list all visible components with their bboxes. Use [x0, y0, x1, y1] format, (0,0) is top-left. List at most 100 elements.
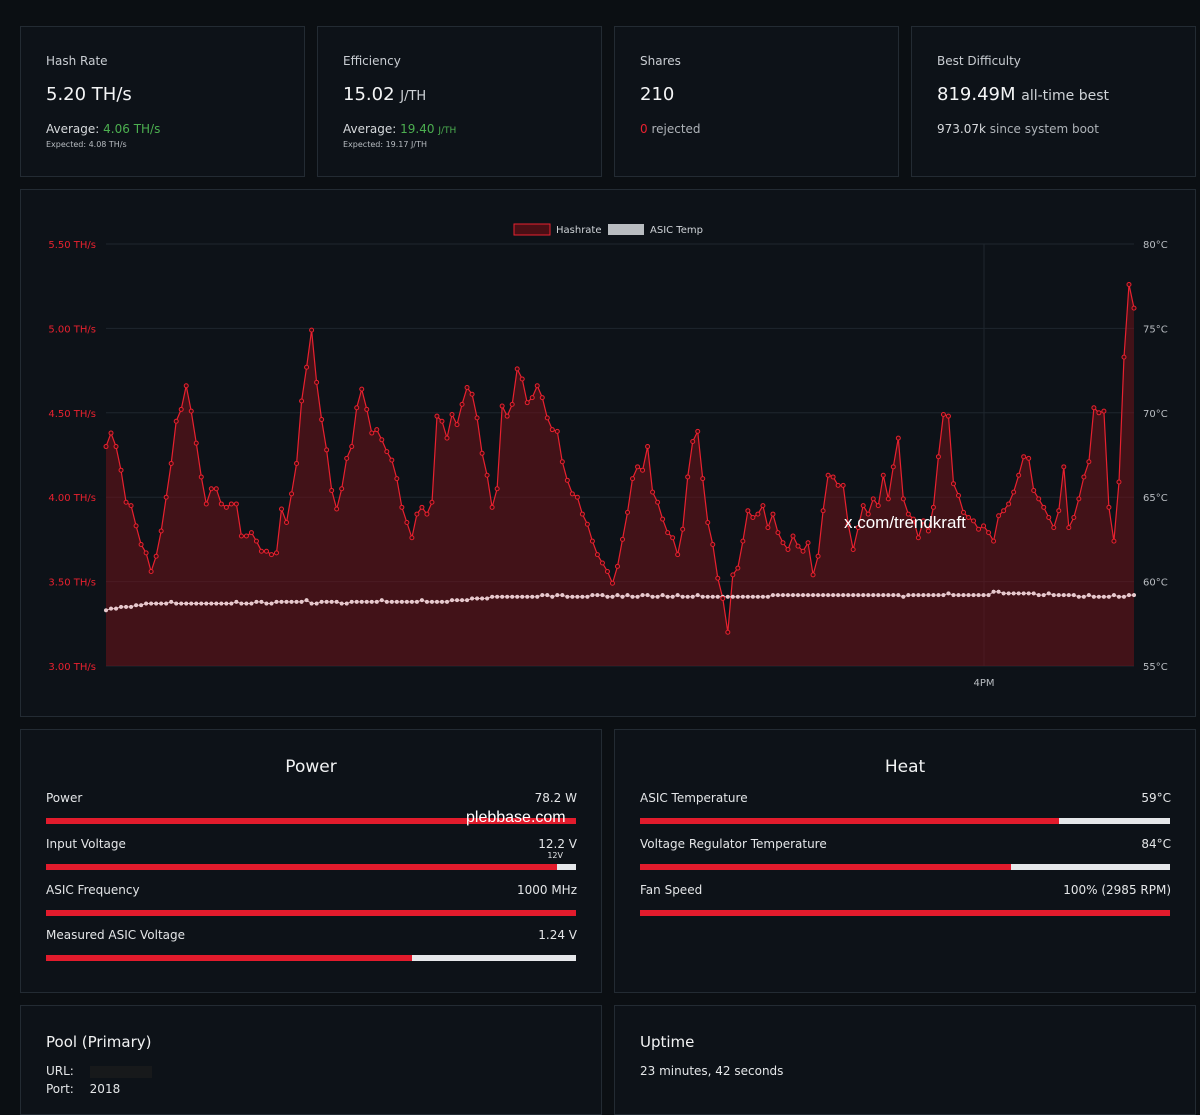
temp-point — [309, 601, 314, 606]
temp-point — [1031, 591, 1036, 596]
temp-point — [841, 593, 846, 598]
temp-point — [926, 593, 931, 598]
temp-point — [108, 606, 114, 611]
temp-point — [750, 594, 755, 599]
hashrate-point — [935, 454, 941, 460]
temp-point — [605, 594, 610, 599]
hashrate-point — [645, 444, 651, 450]
power-row-value: 78.2 W — [534, 791, 577, 805]
hashrate-point — [971, 518, 977, 524]
input-voltage-marker — [554, 864, 557, 870]
hashrate-point — [499, 403, 505, 409]
asic-voltage-bar — [46, 955, 576, 961]
hashrate-point — [1041, 504, 1047, 510]
hashrate-point — [740, 538, 746, 544]
temp-point — [565, 594, 570, 599]
temp-point — [1126, 593, 1132, 598]
temp-point — [650, 594, 655, 599]
hashrate-point — [173, 418, 179, 424]
temp-point — [785, 593, 791, 598]
hashrate-point — [394, 476, 400, 482]
temp-point — [690, 594, 695, 599]
hashrate-point — [1056, 508, 1062, 514]
temp-point — [103, 608, 109, 613]
hashrate-point — [339, 486, 345, 492]
hashrate-point — [284, 520, 290, 526]
shares-value: 210 — [640, 84, 675, 105]
temp-point — [996, 589, 1001, 594]
asic-voltage-value: 1.24 V — [538, 928, 577, 942]
hashrate-point — [534, 383, 540, 389]
temp-point — [1016, 591, 1021, 596]
hashrate-point — [263, 548, 269, 554]
hashrate-point — [579, 511, 585, 517]
best-since-boot: 973.07k since system boot — [937, 122, 1099, 136]
temp-point — [871, 593, 876, 598]
hashrate-point — [193, 440, 199, 446]
hashrate-point — [128, 503, 134, 509]
temp-point — [229, 601, 234, 606]
hashrate-point — [1071, 514, 1077, 520]
temp-point — [800, 593, 806, 598]
fan-speed-bar-fill — [640, 910, 1170, 916]
pool-port-label: Port: — [46, 1082, 74, 1096]
temp-point — [901, 594, 906, 599]
temp-point — [675, 593, 680, 598]
hashrate-point — [349, 444, 355, 450]
power-card: Power Power 78.2 W Input Voltage 12.2 V … — [20, 729, 602, 993]
temp-point — [740, 594, 745, 599]
hashrate-point — [1031, 487, 1037, 493]
hashrate-point — [715, 575, 721, 581]
y-left-tick-label: 5.00 TH/s — [48, 324, 96, 335]
hashrate-point — [344, 455, 350, 461]
hashrate-point — [655, 499, 661, 505]
hashrate-point — [705, 520, 711, 526]
input-voltage-label: Input Voltage — [46, 837, 126, 851]
temp-point — [931, 593, 936, 598]
temp-point — [545, 593, 550, 598]
hashrate-point — [1106, 504, 1112, 510]
x-tick-label: 4PM — [973, 678, 994, 689]
y-left-tick-label: 3.50 TH/s — [48, 578, 96, 589]
vr-temp-label: Voltage Regulator Temperature — [640, 837, 827, 851]
hashrate-point — [675, 552, 681, 558]
hashrate-point — [414, 511, 420, 517]
temp-point — [139, 603, 144, 608]
hashrate-point — [544, 415, 550, 421]
hashrate-point — [700, 476, 706, 482]
temp-point — [439, 599, 445, 604]
temp-point — [941, 593, 946, 598]
hashrate-point — [289, 491, 295, 497]
y-right-tick-label: 75°C — [1143, 324, 1168, 335]
temp-point — [154, 601, 159, 606]
hashrate-point — [875, 503, 881, 509]
hashrate-expected: Expected: 4.08 TH/s — [46, 140, 127, 149]
temp-point — [1101, 594, 1106, 599]
hashrate-point — [1011, 489, 1017, 495]
hashrate-point — [464, 384, 470, 390]
hashrate-point — [233, 501, 239, 507]
temp-point — [299, 599, 304, 604]
hashrate-point — [795, 543, 801, 549]
pool-title: Pool (Primary) — [46, 1033, 152, 1051]
temp-point — [169, 599, 174, 604]
temp-point — [981, 593, 986, 598]
hashrate-point — [780, 540, 786, 546]
temp-point — [480, 596, 485, 601]
temp-point — [1026, 591, 1031, 596]
temp-point — [314, 601, 319, 606]
hashrate-point — [820, 508, 826, 514]
temp-point — [851, 593, 856, 598]
temp-point — [1001, 591, 1006, 596]
hashrate-point — [248, 530, 254, 536]
hashrate-point — [635, 464, 641, 470]
hashrate-point — [1021, 454, 1027, 460]
best-difficulty-value: 819.49M all-time best — [937, 84, 1110, 105]
temp-point — [1066, 593, 1071, 598]
best-difficulty-label: Best Difficulty — [937, 54, 1021, 68]
temp-point — [946, 591, 951, 596]
temp-point — [424, 599, 429, 604]
input-voltage-value: 12.2 V — [538, 837, 577, 851]
hashrate-point — [509, 401, 515, 407]
vr-temp-bar — [640, 864, 1170, 870]
